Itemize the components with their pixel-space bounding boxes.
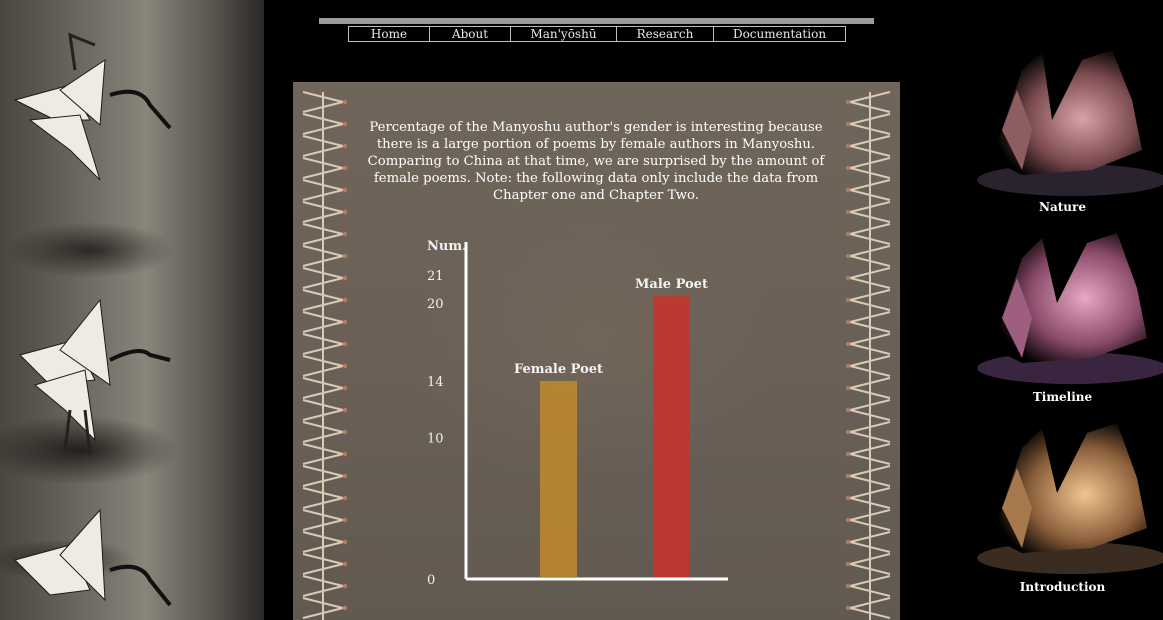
nav-home-link[interactable]: Home [348, 26, 430, 42]
y-axis-label: Num. [427, 239, 467, 254]
stitch-knot [845, 539, 851, 545]
stitch-knot [342, 429, 348, 435]
stitch-knot [342, 231, 348, 237]
stitch-knot [342, 473, 348, 479]
gender-bar-chart: Num. 0 10 14 20 21 Female Poet Male Poet [427, 239, 728, 588]
stitch-knot [845, 253, 851, 259]
nav-about-link[interactable]: About [429, 26, 511, 42]
stitch-knot [342, 187, 348, 193]
left-decorative-strip [0, 0, 264, 620]
intro-paragraph: Percentage of the Manyoshu author's gend… [367, 120, 825, 204]
stitch-knot [845, 583, 851, 589]
stitch-knot [845, 143, 851, 149]
y-tick-label: 14 [427, 375, 444, 390]
bar [653, 296, 690, 577]
stitch-knot [342, 517, 348, 523]
bar [540, 381, 577, 577]
stitch-knot [342, 341, 348, 347]
stitch-knot [845, 187, 851, 193]
stitch-knot [845, 451, 851, 457]
stitch-knot [342, 407, 348, 413]
stitch-knot [845, 275, 851, 281]
y-tick-label: 0 [427, 573, 435, 588]
introduction-thumbnail[interactable] [962, 408, 1163, 578]
stitch-knot [342, 297, 348, 303]
stitch-knot [342, 121, 348, 127]
nature-link[interactable]: Nature [1039, 200, 1086, 214]
stitch-knot [342, 99, 348, 105]
stitch-knot [845, 407, 851, 413]
bar-label: Female Poet [514, 362, 603, 377]
stitch-knot [342, 385, 348, 391]
stitch-knot [342, 143, 348, 149]
stitch-knot [342, 209, 348, 215]
section-thumbnails: Nature Timeline Introduction [962, 0, 1163, 620]
stitch-knot [845, 517, 851, 523]
stitch-knot [342, 561, 348, 567]
y-tick-label: 21 [427, 269, 444, 284]
stitch-knot [845, 231, 851, 237]
stitch-knot [845, 297, 851, 303]
stitch-knot [845, 561, 851, 567]
right-stitch-border [845, 91, 891, 620]
bar-label: Male Poet [635, 277, 708, 292]
nav-research-link[interactable]: Research [616, 26, 714, 42]
stitch-knot [342, 275, 348, 281]
stitch-knot [342, 253, 348, 259]
stitch-knot [342, 605, 348, 611]
stitch-knot [845, 363, 851, 369]
nav-documentation-link[interactable]: Documentation [713, 26, 846, 42]
stitch-knot [342, 539, 348, 545]
left-stitch-border [302, 91, 348, 620]
stitch-knot [845, 165, 851, 171]
timeline-link[interactable]: Timeline [1032, 390, 1093, 404]
stitch-knot [845, 209, 851, 215]
stitch-knot [342, 495, 348, 501]
stitch-knot [342, 165, 348, 171]
top-divider [319, 18, 874, 24]
stitch-knot [342, 363, 348, 369]
stitch-knot [342, 451, 348, 457]
stitch-knot [845, 341, 851, 347]
nav-manyoshu-link[interactable]: Man'yōshū [510, 26, 617, 42]
crane-illustration [13, 32, 172, 607]
stitch-knot [845, 319, 851, 325]
stitch-knot [845, 473, 851, 479]
stitch-knot [845, 99, 851, 105]
content-panel: Percentage of the Manyoshu author's gend… [293, 82, 900, 620]
timeline-thumbnail[interactable] [962, 218, 1163, 388]
nature-thumbnail[interactable] [962, 30, 1163, 200]
introduction-link[interactable]: Introduction [1019, 580, 1106, 594]
stitch-knot [342, 583, 348, 589]
stitch-knot [845, 121, 851, 127]
y-tick-label: 20 [427, 297, 444, 312]
stitch-knot [342, 319, 348, 325]
main-navigation: Home About Man'yōshū Research Documentat… [348, 26, 846, 42]
stitch-knot [845, 429, 851, 435]
stitch-knot [845, 385, 851, 391]
y-tick-label: 10 [427, 432, 444, 447]
stitch-knot [845, 605, 851, 611]
stitch-knot [845, 495, 851, 501]
